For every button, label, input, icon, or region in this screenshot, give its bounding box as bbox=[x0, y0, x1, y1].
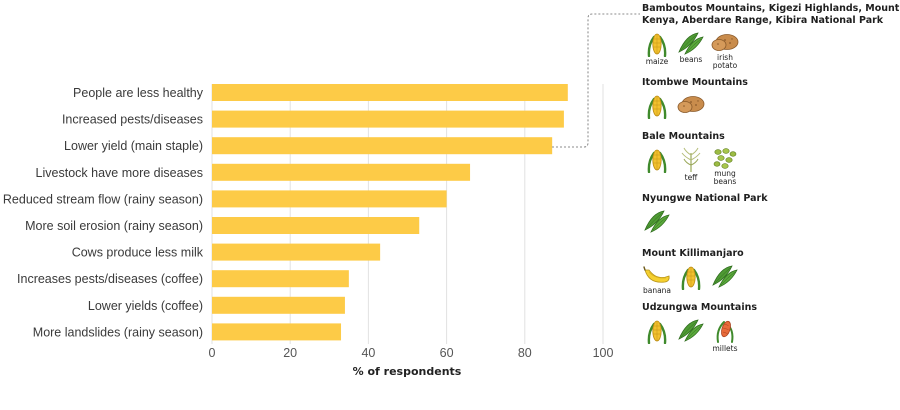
x-tick-label: 20 bbox=[283, 346, 297, 360]
bar bbox=[212, 243, 381, 261]
chart-x-ticks: 0 20 40 60 80 100 bbox=[209, 346, 614, 360]
bar bbox=[212, 217, 420, 234]
x-axis-title: % of respondents bbox=[353, 365, 462, 378]
category-label: People are less healthy bbox=[73, 86, 204, 100]
crop-label: maize bbox=[645, 57, 669, 66]
x-tick-label: 60 bbox=[440, 346, 454, 360]
banana-icon bbox=[643, 264, 671, 286]
mung-beans-icon bbox=[712, 147, 738, 169]
crop-item bbox=[676, 264, 706, 290]
beans-icon bbox=[711, 264, 739, 288]
crop-item bbox=[710, 264, 740, 288]
category-label: Lower yields (coffee) bbox=[88, 299, 203, 313]
chart-bars bbox=[212, 84, 568, 341]
maize-icon bbox=[646, 93, 668, 119]
category-label: Increases pests/diseases (coffee) bbox=[17, 272, 203, 286]
region-name: Udzungwa Mountains bbox=[642, 302, 757, 313]
category-label: Cows produce less milk bbox=[72, 246, 204, 260]
category-label: Increased pests/diseases bbox=[62, 113, 203, 127]
maize-icon bbox=[646, 31, 668, 57]
crop-item: teff bbox=[676, 147, 706, 182]
region-name: Bale Mountains bbox=[642, 131, 725, 142]
bar bbox=[212, 137, 553, 155]
region-block: Bamboutos Mountains, Kigezi Highlands, M… bbox=[642, 3, 900, 70]
crop-item bbox=[642, 318, 672, 344]
crop-item bbox=[642, 147, 672, 173]
crop-item: banana bbox=[642, 264, 672, 295]
bar bbox=[212, 190, 447, 208]
beans-icon bbox=[677, 318, 705, 342]
crop-item bbox=[642, 93, 672, 119]
crop-row: banana bbox=[642, 264, 900, 295]
region-block: Itombwe Mountains bbox=[642, 77, 900, 119]
crop-label: banana bbox=[642, 286, 672, 295]
beans-icon bbox=[677, 31, 705, 55]
x-tick-label: 100 bbox=[593, 346, 614, 360]
potato-icon bbox=[711, 31, 739, 53]
chart-category-labels: People are less healthy Increased pests/d… bbox=[3, 86, 204, 339]
region-block: Nyungwe National Park bbox=[642, 193, 900, 233]
maize-icon bbox=[646, 318, 668, 344]
bar bbox=[212, 110, 564, 128]
region-name: Itombwe Mountains bbox=[642, 77, 748, 88]
beans-icon bbox=[643, 209, 671, 233]
category-label: More soil erosion (rainy season) bbox=[25, 219, 203, 233]
bar bbox=[212, 84, 568, 101]
connector-line bbox=[552, 13, 640, 148]
crop-item: millets bbox=[710, 318, 740, 353]
x-tick-label: 80 bbox=[518, 346, 532, 360]
crop-row: maize beans irish potato bbox=[642, 31, 900, 70]
crop-row: teff mung beans bbox=[642, 147, 900, 186]
crop-label: mung beans bbox=[713, 169, 737, 186]
millet-icon bbox=[714, 318, 736, 344]
category-label: Livestock have more diseases bbox=[36, 166, 203, 180]
category-label: Reduced stream flow (rainy season) bbox=[3, 192, 203, 206]
region-block: Mount Killimanjaro banana bbox=[642, 248, 900, 295]
crop-item bbox=[676, 93, 706, 115]
region-name: Mount Killimanjaro bbox=[642, 248, 744, 259]
potato-icon bbox=[677, 93, 705, 115]
crop-item: beans bbox=[676, 31, 706, 64]
crop-label: irish potato bbox=[712, 53, 738, 70]
crop-item: maize bbox=[642, 31, 672, 66]
region-name: Bamboutos Mountains, Kigezi Highlands, M… bbox=[642, 3, 900, 26]
crop-row bbox=[642, 93, 900, 119]
crop-label: teff bbox=[684, 173, 698, 182]
crop-label: beans bbox=[679, 55, 703, 64]
x-tick-label: 40 bbox=[361, 346, 375, 360]
bar bbox=[212, 270, 349, 288]
bar bbox=[212, 323, 342, 341]
region-block: Bale Mountains teff mung beans bbox=[642, 131, 900, 186]
maize-icon bbox=[646, 147, 668, 173]
x-tick-label: 0 bbox=[209, 346, 216, 360]
crop-label: millets bbox=[712, 344, 738, 353]
maize-icon bbox=[680, 264, 702, 290]
category-label: More landslides (rainy season) bbox=[33, 325, 203, 339]
crop-item bbox=[676, 318, 706, 342]
region-name: Nyungwe National Park bbox=[642, 193, 768, 204]
bar bbox=[212, 296, 345, 314]
category-label: Lower yield (main staple) bbox=[64, 139, 203, 153]
crop-item: irish potato bbox=[710, 31, 740, 70]
teff-icon bbox=[680, 147, 702, 173]
crop-row bbox=[642, 209, 900, 233]
bar bbox=[212, 163, 471, 181]
crop-item bbox=[642, 209, 672, 233]
region-block: Udzungwa Mountains millets bbox=[642, 302, 900, 353]
crop-item: mung beans bbox=[710, 147, 740, 186]
crop-row: millets bbox=[642, 318, 900, 353]
